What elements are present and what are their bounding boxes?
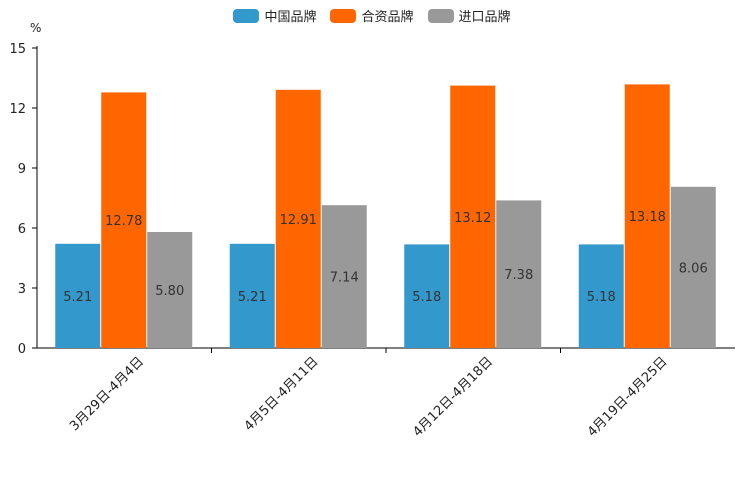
bar-value-label: 12.91	[280, 213, 317, 228]
y-tick-label: 9	[18, 162, 26, 177]
y-axis-unit-label: %	[30, 21, 42, 35]
y-tick-label: 0	[18, 342, 26, 357]
y-tick-label: 6	[18, 222, 26, 237]
x-tick-label: 4月19日-4月25日	[585, 354, 671, 440]
bar	[229, 243, 275, 348]
bar-value-label: 13.12	[454, 211, 491, 226]
chart-legend: 中国品牌 合资品牌 进口品牌	[0, 6, 744, 25]
bar-value-label: 8.06	[679, 261, 708, 276]
bar-value-label: 13.18	[629, 210, 666, 225]
legend-swatch-joint-venture	[330, 8, 357, 23]
bar	[55, 243, 101, 348]
x-tick-label: 3月29日-4月4日	[67, 354, 147, 434]
legend-swatch-imported	[427, 8, 454, 23]
y-tick-label: 3	[18, 282, 26, 297]
bar	[101, 92, 147, 349]
bar-value-label: 7.14	[330, 271, 359, 286]
legend-item-joint-venture[interactable]: 合资品牌	[330, 6, 414, 25]
legend-label-imported: 进口品牌	[458, 10, 511, 25]
bar	[404, 244, 450, 348]
y-tick-label: 15	[9, 42, 26, 57]
bar	[321, 205, 367, 348]
bar	[578, 244, 624, 348]
bar	[670, 186, 716, 348]
bar	[275, 89, 321, 349]
x-tick-label: 4月12日-4月18日	[410, 354, 496, 440]
bar-value-label: 5.21	[238, 290, 267, 305]
bar-value-label: 12.78	[105, 214, 142, 229]
bar-value-label: 5.18	[412, 290, 441, 305]
bar	[496, 200, 542, 348]
bar-value-label: 7.38	[504, 268, 533, 283]
bar-value-label: 5.18	[587, 290, 616, 305]
legend-label-china: 中国品牌	[264, 10, 317, 25]
legend-item-china[interactable]: 中国品牌	[233, 6, 316, 25]
bar	[450, 85, 496, 348]
bar-value-label: 5.80	[155, 284, 184, 299]
bar	[624, 84, 670, 349]
y-tick-label: 12	[9, 102, 26, 117]
legend-swatch-china	[233, 8, 260, 23]
legend-label-joint-venture: 合资品牌	[361, 10, 414, 25]
bar-value-label: 5.21	[63, 290, 92, 305]
legend-item-imported[interactable]: 进口品牌	[427, 6, 511, 25]
bar	[147, 232, 193, 348]
x-tick-label: 4月5日-4月11日	[242, 354, 322, 434]
